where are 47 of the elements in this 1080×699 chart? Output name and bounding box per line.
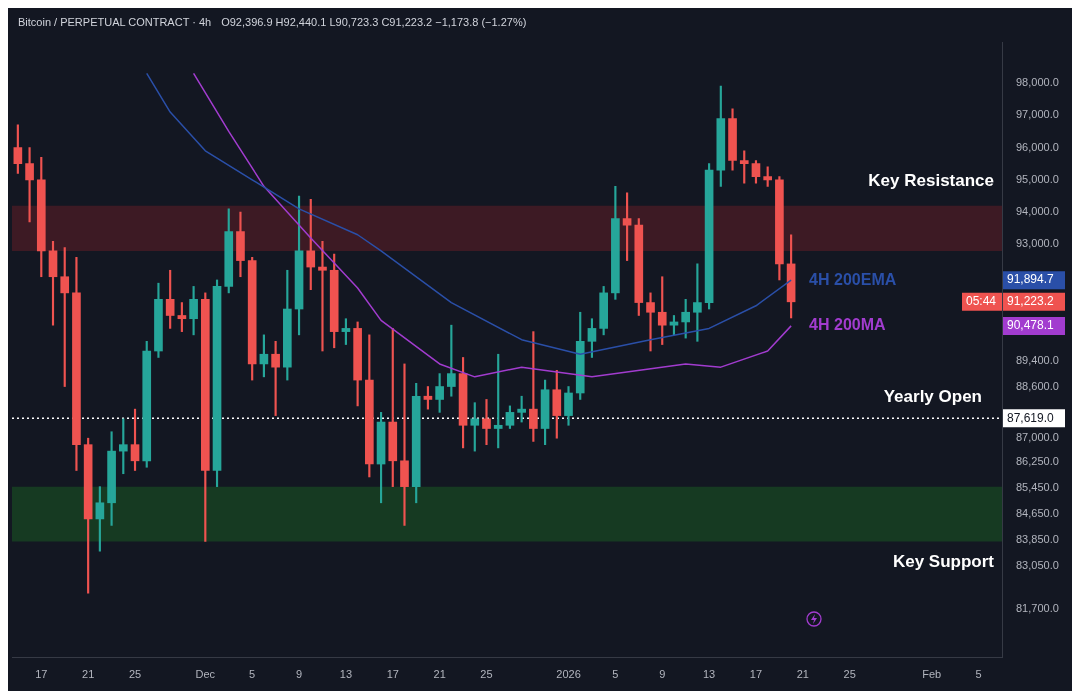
y-tick-label: 84,650.0: [1016, 507, 1059, 520]
candlestick: [470, 402, 480, 452]
chart-title: Bitcoin / PERPETUAL CONTRACT · 4h: [18, 16, 212, 28]
y-tick-label: 85,450.0: [1016, 481, 1059, 494]
x-tick-label: 5: [249, 668, 256, 681]
y-tick-label: 83,850.0: [1016, 532, 1059, 545]
x-tick-label: 17: [35, 668, 48, 681]
x-tick-label: 5: [975, 668, 982, 681]
y-tick-label: 83,050.0: [1016, 558, 1059, 571]
y-tick-label: 86,250.0: [1016, 455, 1059, 468]
x-tick-label: 9: [659, 668, 666, 681]
band-label: Key Support: [892, 551, 995, 571]
x-tick-label: 2026: [556, 668, 581, 681]
band-label: Key Resistance: [868, 170, 994, 190]
y-tick-label: 96,000.0: [1016, 140, 1059, 153]
ref-line-label: Yearly Open: [883, 387, 982, 407]
text: 91,894.7: [1007, 272, 1055, 287]
chart-subtitle: O92,396.9 H92,440.1 L90,723.3 C91,223.2 −1,173.8 (−1.27%): [221, 16, 527, 28]
x-tick-label: 17: [386, 668, 399, 681]
x-tick-label: 25: [480, 668, 493, 681]
annotation: 05:44: [966, 294, 997, 309]
y-tick-label: 88,600.0: [1016, 379, 1059, 392]
x-tick-label: Feb: [922, 668, 942, 681]
x-tick-label: 17: [749, 668, 763, 681]
text: 90,478.1: [1007, 318, 1055, 333]
x-tick-label: 5: [612, 668, 619, 681]
y-tick-label: 93,000.0: [1016, 237, 1059, 250]
x-tick-label: 21: [796, 668, 809, 681]
y-tick-label: 98,000.0: [1016, 76, 1059, 88]
y-tick-label: 97,000.0: [1016, 108, 1059, 121]
text: 91,223.2: [1007, 294, 1055, 309]
x-tick-label: Dec: [195, 668, 216, 681]
y-tick-label: 87,000.0: [1016, 431, 1059, 444]
y-tick-label: 94,000.0: [1016, 205, 1059, 218]
y-tick-label: 95,000.0: [1016, 172, 1059, 185]
y-tick-label: 81,700.0: [1016, 602, 1059, 615]
series-label: 4H 200MA: [809, 316, 887, 334]
x-tick-label: 21: [82, 668, 95, 681]
x-tick-label: 9: [295, 668, 303, 681]
x-tick-label: 25: [128, 668, 142, 681]
series-label: 4H 200EMA: [809, 270, 897, 288]
y-tick-label: 89,400.0: [1016, 353, 1059, 366]
x-tick-label: 13: [702, 668, 716, 681]
x-tick-label: 25: [843, 668, 856, 681]
x-tick-label: 13: [339, 668, 353, 681]
text: 87,619.0: [1007, 410, 1055, 425]
x-tick-label: 21: [433, 668, 446, 681]
